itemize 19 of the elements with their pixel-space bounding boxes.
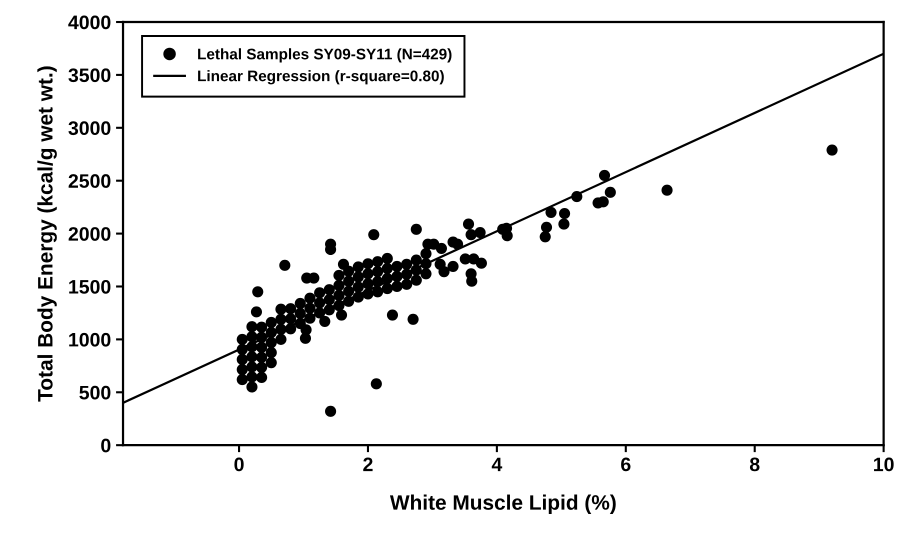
y-tick-label: 0 [101, 438, 110, 452]
y-axis-title: Total Body Energy (kcal/g wet wt.) [37, 66, 57, 402]
y-tick-label: 3500 [68, 68, 110, 82]
legend-label: Lethal Samples SY09-SY11 (N=429) [198, 48, 452, 62]
x-tick-label: 0 [234, 457, 244, 472]
y-tick-label: 1000 [69, 332, 110, 347]
y-tick-label: 2000 [68, 227, 110, 241]
legend-label: Linear Regression (r-square=0.80) [198, 70, 444, 84]
y-tick-label: 500 [79, 386, 110, 400]
x-tick-label: 8 [750, 457, 760, 472]
x-tick-label: 4 [492, 458, 502, 472]
x-tick-label: 2 [363, 457, 373, 472]
y-tick-label: 2500 [68, 174, 110, 188]
x-axis-title: White Muscle Lipid (%) [390, 494, 616, 514]
x-tick-label: 10 [874, 457, 894, 472]
y-tick-label: 3000 [68, 121, 110, 136]
y-tick-label: 1500 [69, 280, 110, 294]
x-tick-label: 6 [621, 457, 631, 472]
y-tick-label: 4000 [68, 15, 110, 30]
